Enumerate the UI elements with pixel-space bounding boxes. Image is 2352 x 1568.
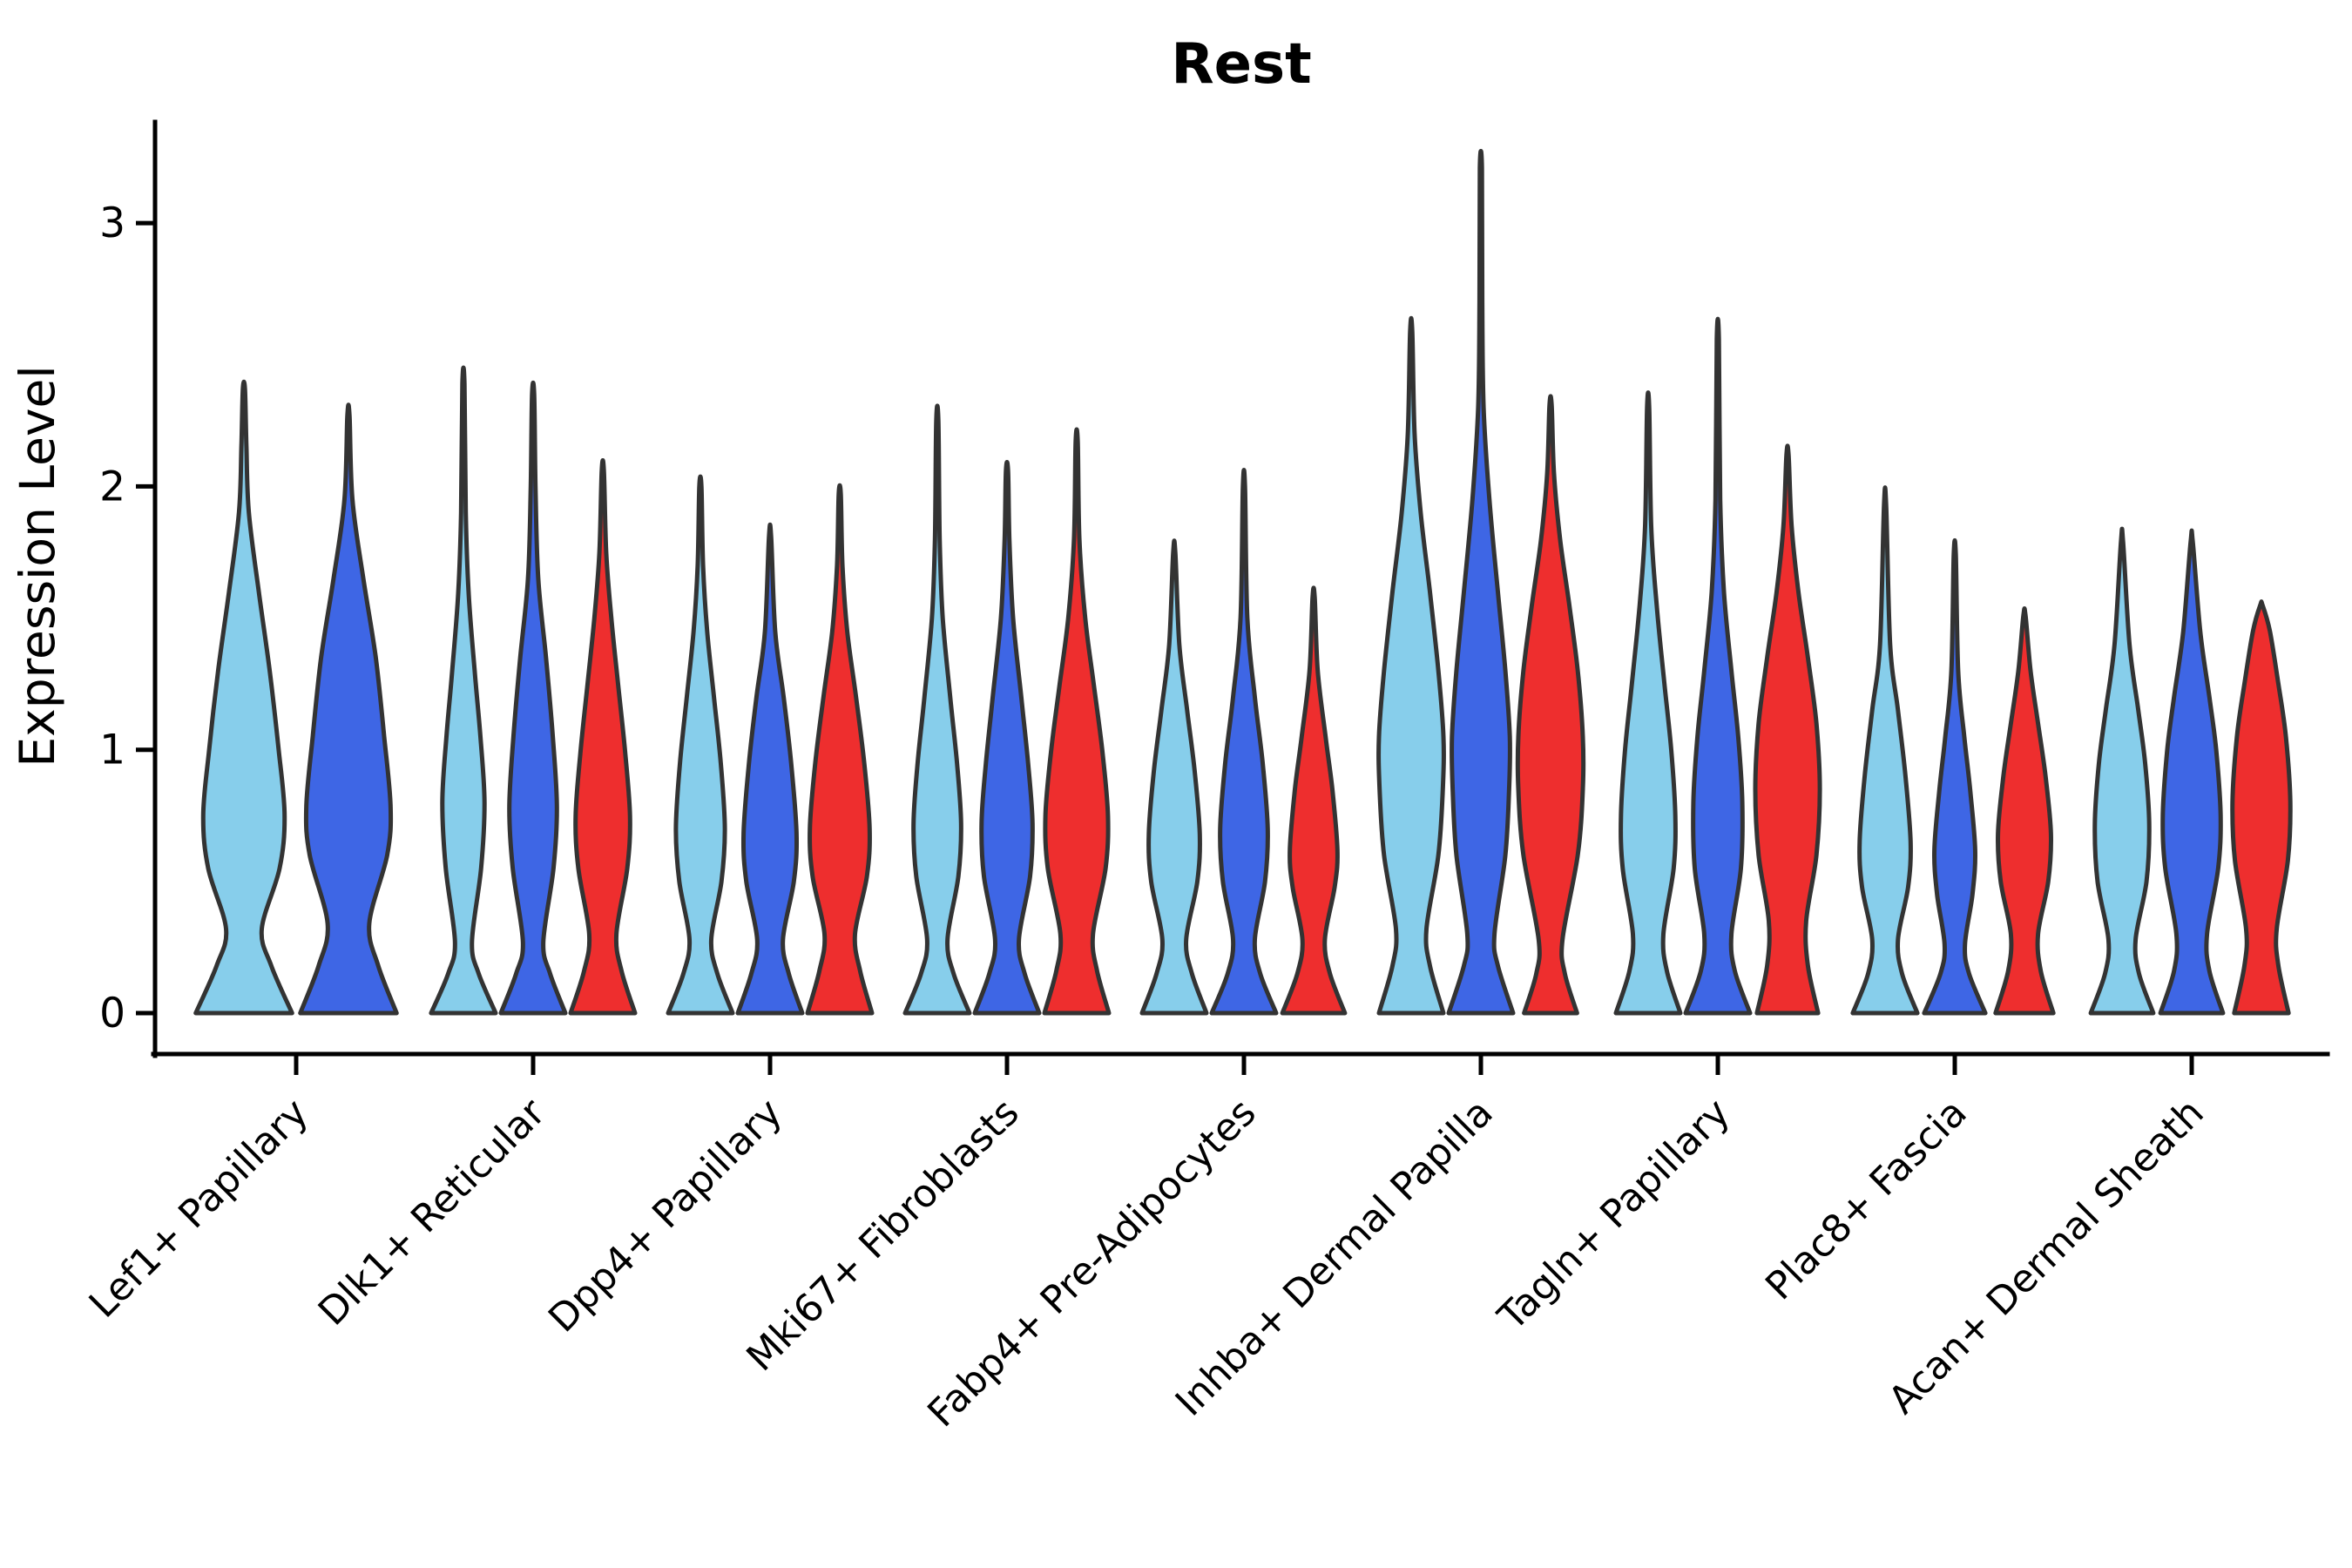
x-tick-label-2: Dlk1+ Reticular (310, 1090, 555, 1335)
violin-plac8-split-2 (1922, 537, 1988, 1016)
y-axis-label: Expression Level (10, 365, 65, 767)
y-tick-label: 3 (99, 199, 125, 247)
x-tick-label-7: Tagln+ Papillary (1490, 1091, 1739, 1340)
violin-inhba-split-2 (1446, 148, 1516, 1016)
violin-dpp4-split-1 (666, 474, 735, 1016)
y-tick-label: 1 (99, 727, 125, 774)
violin-inhba-split-1 (1376, 315, 1446, 1016)
violin-dlk1-split-3 (568, 458, 638, 1016)
violin-lef1-split-2 (298, 402, 399, 1016)
violin-lef1-split-1 (193, 379, 294, 1016)
violin-fabp4-split-3 (1280, 585, 1348, 1016)
violin-plac8-split-1 (1850, 485, 1920, 1016)
violin-acan-split-2 (2158, 528, 2226, 1016)
violin-mki67-split-2 (972, 459, 1042, 1016)
violin-mki67-split-3 (1042, 427, 1112, 1016)
violin-fabp4-split-1 (1139, 538, 1209, 1016)
violin-tagln-split-3 (1753, 443, 1822, 1016)
y-tick-label: 2 (99, 463, 125, 510)
violin-acan-split-1 (2088, 526, 2156, 1016)
x-tick-label-8: Plac8+ Fascia (1757, 1091, 1976, 1309)
y-tick-label: 0 (99, 990, 125, 1037)
violin-acan-split-3 (2230, 599, 2293, 1016)
x-tick-label-3: Dpp4+ Papillary (540, 1091, 791, 1342)
violin-plac8-split-3 (1993, 606, 2056, 1016)
violin-dpp4-split-2 (735, 522, 805, 1016)
violin-dlk1-split-1 (429, 365, 498, 1016)
x-tick-label-1: Lef1+ Papillary (81, 1091, 317, 1327)
violin-mki67-split-1 (902, 403, 972, 1016)
violin-inhba-split-3 (1515, 394, 1586, 1016)
violin-dpp4-split-3 (805, 483, 875, 1016)
violin-dlk1-split-2 (498, 380, 568, 1016)
chart-title: Rest (1171, 32, 1311, 97)
violin-tagln-split-2 (1683, 316, 1753, 1016)
violin-tagln-split-1 (1613, 390, 1683, 1016)
violin-fabp4-split-2 (1209, 468, 1279, 1016)
x-tick-label-4: Mki67+ Fibroblasts (738, 1091, 1027, 1380)
violins-layer (193, 148, 2293, 1016)
